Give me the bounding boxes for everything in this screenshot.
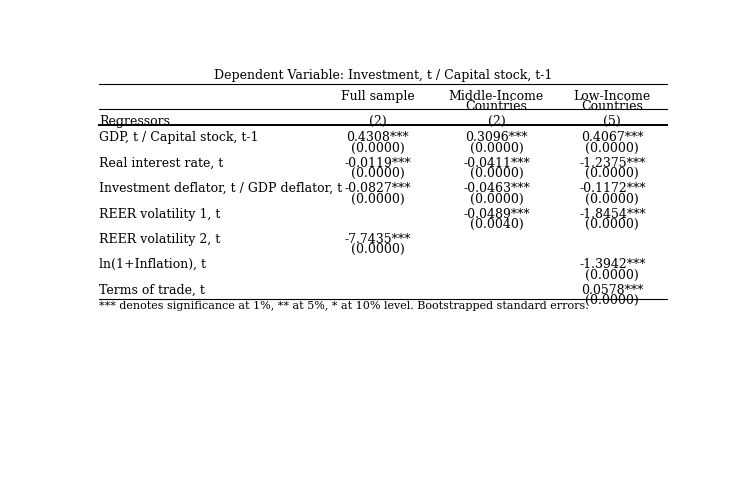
Text: (0.0000): (0.0000) [470, 193, 524, 206]
Text: 0.4308***: 0.4308*** [346, 132, 409, 145]
Text: (0.0000): (0.0000) [586, 167, 640, 180]
Text: -0.0411***: -0.0411*** [463, 157, 530, 170]
Text: (2): (2) [369, 115, 387, 128]
Text: (0.0000): (0.0000) [586, 294, 640, 307]
Text: Real interest rate, t: Real interest rate, t [99, 157, 224, 170]
Text: (0.0000): (0.0000) [586, 269, 640, 282]
Text: ln(1+Inflation), t: ln(1+Inflation), t [99, 258, 206, 271]
Text: -0.1172***: -0.1172*** [579, 182, 646, 195]
Text: Dependent Variable: Investment, t / Capital stock, t-1: Dependent Variable: Investment, t / Capi… [214, 69, 553, 82]
Text: (0.0040): (0.0040) [470, 218, 524, 231]
Text: Full sample: Full sample [340, 90, 414, 103]
Text: *** denotes significance at 1%, ** at 5%, * at 10% level. Bootstrapped standard : *** denotes significance at 1%, ** at 5%… [99, 301, 589, 311]
Text: -0.0489***: -0.0489*** [463, 208, 530, 221]
Text: (0.0000): (0.0000) [351, 167, 405, 180]
Text: (0.0000): (0.0000) [351, 142, 405, 155]
Text: (0.0000): (0.0000) [351, 243, 405, 257]
Text: REER volatility 2, t: REER volatility 2, t [99, 233, 221, 246]
Text: Countries: Countries [581, 100, 643, 113]
Text: GDP, t / Capital stock, t-1: GDP, t / Capital stock, t-1 [99, 132, 259, 145]
Text: Low-Income: Low-Income [574, 90, 651, 103]
Text: Countries: Countries [465, 100, 527, 113]
Text: Terms of trade, t: Terms of trade, t [99, 284, 205, 297]
Text: -0.0119***: -0.0119*** [344, 157, 411, 170]
Text: -1.3942***: -1.3942*** [579, 258, 646, 271]
Text: 0.3096***: 0.3096*** [465, 132, 527, 145]
Text: 0.4067***: 0.4067*** [581, 132, 643, 145]
Text: (0.0000): (0.0000) [586, 142, 640, 155]
Text: (5): (5) [604, 115, 621, 128]
Text: (0.0000): (0.0000) [586, 218, 640, 231]
Text: (0.0000): (0.0000) [586, 193, 640, 206]
Text: Middle-Income: Middle-Income [449, 90, 544, 103]
Text: -7.7435***: -7.7435*** [344, 233, 411, 246]
Text: Regressors: Regressors [99, 115, 171, 128]
Text: 0.0578***: 0.0578*** [581, 284, 643, 297]
Text: -0.0827***: -0.0827*** [344, 182, 411, 195]
Text: (0.0000): (0.0000) [351, 193, 405, 206]
Text: -0.0463***: -0.0463*** [463, 182, 530, 195]
Text: Investment deflator, t / GDP deflator, t: Investment deflator, t / GDP deflator, t [99, 182, 343, 195]
Text: REER volatility 1, t: REER volatility 1, t [99, 208, 221, 221]
Text: (2): (2) [488, 115, 505, 128]
Text: (0.0000): (0.0000) [470, 142, 524, 155]
Text: -1.2375***: -1.2375*** [579, 157, 646, 170]
Text: -1.8454***: -1.8454*** [579, 208, 646, 221]
Text: (0.0000): (0.0000) [470, 167, 524, 180]
